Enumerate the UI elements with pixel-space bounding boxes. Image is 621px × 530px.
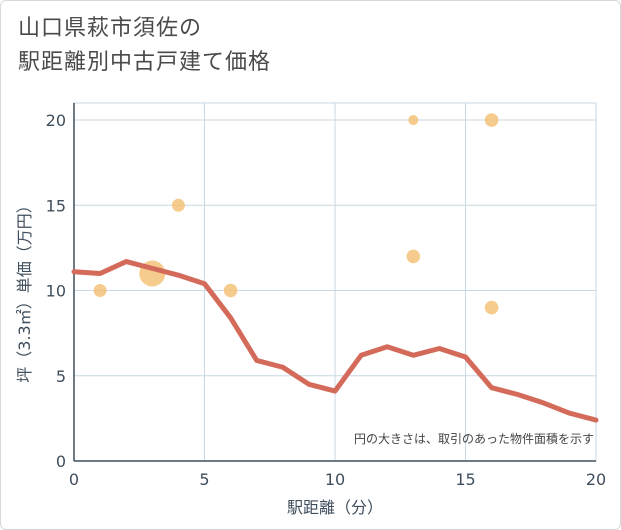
y-tick-label: 5 <box>56 367 66 386</box>
bubble-point <box>484 300 499 315</box>
x-axis-title: 駅距離（分） <box>287 498 383 517</box>
bubble-point <box>171 198 185 212</box>
grid-layer <box>73 102 597 462</box>
tick-layer: 0 5 10 15 20 0 5 10 15 20 <box>46 111 607 489</box>
y-tick-label: 0 <box>56 452 66 471</box>
chart-title-line1: 山口県萩市須佐の <box>18 16 203 41</box>
bubble-point <box>223 283 238 298</box>
y-axis-title: 坪（3.3㎡）単価（万円） <box>15 197 34 382</box>
x-tick-label: 10 <box>325 470 345 489</box>
y-tick-label: 15 <box>46 196 66 215</box>
bubble-layer <box>93 113 499 315</box>
bubble-point <box>408 115 419 126</box>
y-tick-label: 10 <box>46 282 66 301</box>
y-tick-label: 20 <box>46 111 66 130</box>
trend-layer <box>71 259 599 423</box>
x-tick-label: 0 <box>69 470 79 489</box>
bubble-point <box>93 284 107 298</box>
x-tick-label: 20 <box>586 470 606 489</box>
chart-title-line2: 駅距離別中古戸建て価格 <box>18 50 272 75</box>
size-note: 円の大きさは、取引のあった物件面積を示す <box>354 431 594 446</box>
x-tick-label: 5 <box>199 470 209 489</box>
x-tick-label: 15 <box>455 470 475 489</box>
chart-title: 山口県萩市須佐の 駅距離別中古戸建て価格 <box>18 12 271 80</box>
bubble-point <box>484 113 499 127</box>
bubble-point <box>406 249 421 264</box>
trend-line <box>71 259 599 423</box>
